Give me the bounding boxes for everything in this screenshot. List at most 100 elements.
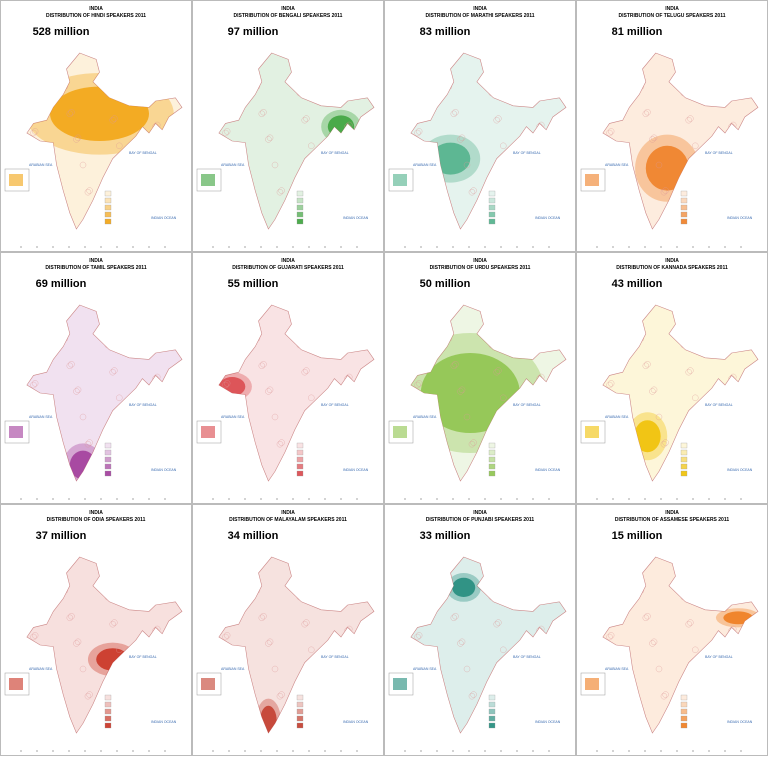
- district: [140, 70, 148, 77]
- district: [111, 619, 118, 626]
- district: [748, 200, 755, 207]
- frame-tick: [724, 498, 726, 500]
- district: [735, 149, 742, 156]
- speaker-count: 55 million: [228, 278, 279, 290]
- district: [495, 619, 502, 626]
- legend-swatch: [104, 449, 112, 456]
- district: [554, 705, 561, 713]
- frame-tick: [436, 750, 438, 752]
- highlight-region: [452, 577, 476, 597]
- district: [218, 356, 223, 363]
- district: [506, 168, 514, 175]
- district: [222, 381, 229, 389]
- frame-tick: [116, 750, 118, 752]
- map-title: DISTRIBUTION OF HINDI SPEAKERS 2011: [46, 13, 146, 19]
- district: [206, 50, 212, 56]
- district: [165, 174, 172, 181]
- district: [135, 219, 143, 226]
- district: [79, 161, 87, 169]
- district: [748, 704, 755, 711]
- district: [26, 104, 31, 111]
- district: [427, 181, 434, 188]
- district: [91, 214, 98, 221]
- legend-swatch: [488, 694, 496, 701]
- sea-label: INDIAN OCEAN: [727, 720, 753, 724]
- district: [626, 710, 633, 717]
- map-title: DISTRIBUTION OF TELUGU SPEAKERS 2011: [619, 13, 726, 19]
- district: [619, 181, 626, 188]
- frame-tick: [36, 246, 38, 248]
- district: [266, 386, 274, 393]
- legend-swatch: [488, 715, 496, 722]
- legend-swatch: [104, 211, 112, 218]
- district: [30, 129, 37, 137]
- district: [705, 445, 712, 453]
- district: [111, 367, 118, 374]
- speaker-count: 97 million: [228, 26, 279, 38]
- frame-tick: [452, 246, 454, 248]
- sea-label: INDIAN OCEAN: [151, 468, 177, 472]
- inset-fill: [393, 426, 407, 438]
- inset-fill: [9, 174, 23, 186]
- map-panel: INDIA DISTRIBUTION OF BENGALI SPEAKERS 20…: [192, 0, 384, 252]
- district: [211, 77, 217, 83]
- district: [26, 354, 32, 361]
- district: [332, 70, 340, 77]
- district: [109, 621, 116, 628]
- district: [414, 633, 421, 641]
- district: [36, 407, 44, 414]
- district: [644, 361, 651, 368]
- frame-tick: [404, 246, 406, 248]
- district: [224, 380, 231, 387]
- district: [283, 718, 290, 725]
- district: [170, 453, 177, 461]
- district: [711, 219, 719, 226]
- country-base: [602, 52, 759, 230]
- district: [524, 70, 532, 77]
- district: [511, 447, 519, 454]
- country-base: [602, 304, 759, 482]
- district: [554, 453, 561, 461]
- district: [524, 574, 532, 581]
- legend-swatch: [104, 442, 112, 449]
- district: [612, 155, 620, 162]
- frame-tick: [292, 498, 294, 500]
- map-title: DISTRIBUTION OF URDU SPEAKERS 2011: [430, 265, 531, 271]
- district: [73, 388, 80, 395]
- speaker-count: 37 million: [36, 530, 87, 542]
- district: [172, 200, 179, 207]
- district: [68, 109, 75, 116]
- frame-tick: [452, 498, 454, 500]
- map-panel: INDIA DISTRIBUTION OF ASSAMESE SPEAKERS 2…: [576, 504, 768, 756]
- district: [116, 646, 123, 653]
- district: [68, 613, 75, 620]
- district: [91, 718, 98, 725]
- district: [32, 380, 39, 387]
- frame-tick: [708, 246, 710, 248]
- district: [410, 606, 416, 613]
- inset-fill: [9, 678, 23, 690]
- frame-tick: [596, 750, 598, 752]
- district: [753, 53, 759, 58]
- district: [493, 621, 500, 628]
- frame-tick: [292, 246, 294, 248]
- frame-tick: [308, 750, 310, 752]
- district: [369, 557, 375, 562]
- district: [147, 600, 154, 607]
- district: [495, 115, 502, 122]
- legend-swatch: [680, 722, 688, 729]
- frame-tick: [516, 750, 518, 752]
- district: [339, 600, 346, 607]
- country-base: [218, 556, 375, 734]
- district: [667, 718, 674, 725]
- frame-tick: [436, 246, 438, 248]
- district: [19, 329, 25, 335]
- district: [265, 136, 272, 143]
- speaker-count: 83 million: [420, 26, 471, 38]
- district: [177, 53, 183, 58]
- frame-tick: [484, 498, 486, 500]
- highlight-region: [260, 705, 277, 733]
